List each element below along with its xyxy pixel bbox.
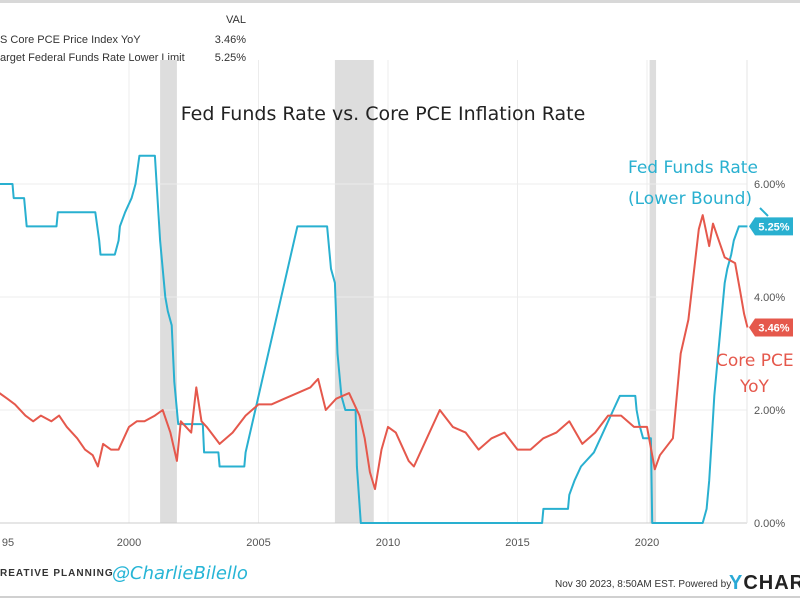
core-pce-line-end-badge	[749, 318, 793, 337]
recession-band	[649, 60, 657, 523]
y-tick-label: 4.00%	[754, 292, 785, 304]
core-pce-annotation: Core PCE	[716, 351, 794, 371]
legend-label-core-pce: S Core PCE Price Index YoY	[0, 34, 141, 46]
y-tick-label: 0.00%	[754, 518, 785, 530]
recession-band	[160, 60, 177, 523]
core-pce-annotation: YoY	[739, 377, 770, 397]
fed-funds-annotation: Fed Funds Rate	[628, 158, 758, 178]
x-tick-label: 2020	[635, 537, 659, 549]
x-tick-label: 2000	[117, 537, 141, 549]
brand-logo: REATIVE PLANNING	[0, 568, 114, 579]
annotation-arrow-icon	[759, 207, 769, 217]
legend-value-core-pce: 3.46%	[214, 34, 246, 46]
x-tick-label: 2005	[246, 537, 270, 549]
fed-funds-line-end-label: 5.25%	[758, 221, 789, 233]
fed-funds-line	[0, 154, 748, 524]
fed-funds-line-end-badge	[749, 217, 793, 236]
x-tick-label: 95	[2, 537, 14, 549]
fed-funds-annotation: (Lower Bound)	[628, 189, 752, 209]
chart-area: 95 2000 2005 2010 2015 2020 0.00% 2.00% 4.00% 6.0…	[0, 60, 794, 549]
y-tick-label: 6.00%	[754, 179, 785, 191]
core-pce-line-end-label: 3.46%	[758, 323, 789, 335]
timestamp: Nov 30 2023, 8:50AM EST. Powered by	[555, 579, 732, 590]
y-tick-label: 2.00%	[754, 405, 785, 417]
core-pce-line	[0, 214, 749, 491]
x-tick-label: 2010	[376, 537, 400, 549]
x-tick-label: 2015	[505, 537, 529, 549]
legend-value-fed-funds: 5.25%	[214, 52, 246, 64]
legend-header: VAL	[226, 14, 246, 26]
top-border	[0, 0, 800, 3]
bottom-border	[0, 596, 800, 598]
twitter-handle: @CharlieBilello	[112, 563, 248, 584]
legend-label-fed-funds: arget Federal Funds Rate Lower Limit	[0, 52, 185, 64]
ycharts-logo: YCHAR	[729, 572, 800, 594]
recession-band	[334, 60, 374, 523]
chart-title: Fed Funds Rate vs. Core PCE Inflation Ra…	[181, 103, 586, 125]
